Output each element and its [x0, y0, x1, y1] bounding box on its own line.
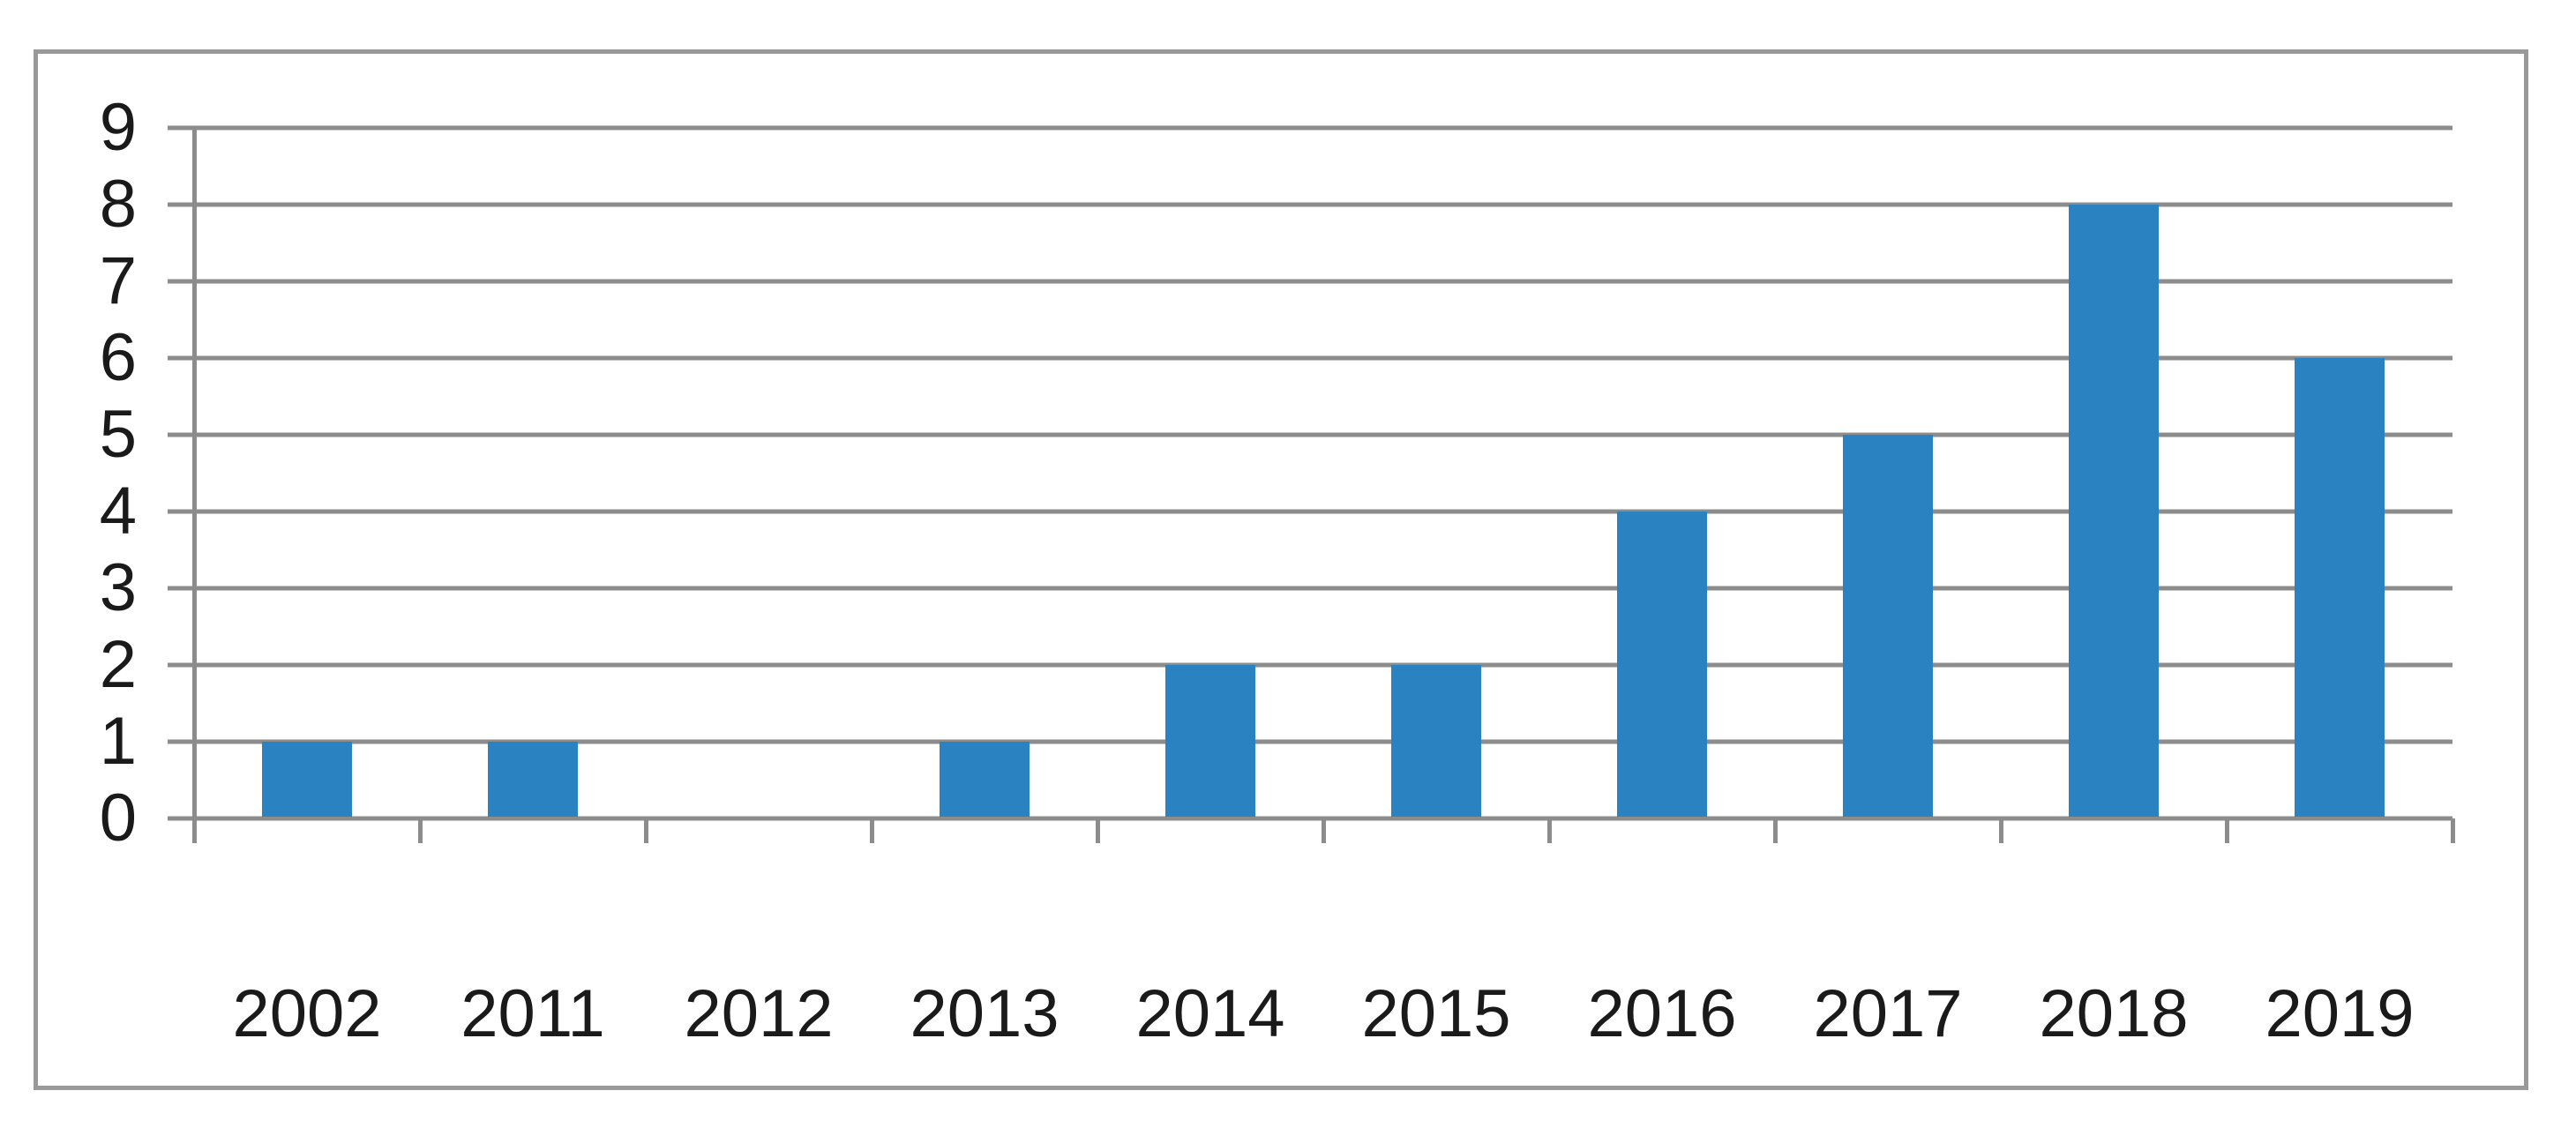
- gridline-7: [168, 279, 2452, 284]
- x-axis-tick-5: [1321, 818, 1326, 843]
- bar-2015: [1390, 665, 1482, 817]
- x-category-label-2018: 2018: [2039, 976, 2189, 1051]
- plot-area: [168, 125, 2455, 843]
- gridline-0: [168, 816, 2452, 821]
- gridline-8: [168, 202, 2452, 207]
- bar-2017: [1842, 435, 1934, 817]
- gridline-9: [168, 125, 2452, 131]
- bar-2002: [261, 742, 353, 817]
- x-axis-tick-1: [417, 818, 423, 843]
- x-category-label-2012: 2012: [684, 976, 834, 1051]
- x-category-label-2016: 2016: [1587, 976, 1737, 1051]
- x-category-label-2015: 2015: [1361, 976, 1511, 1051]
- y-tick-label-5: 5: [99, 397, 137, 472]
- bar-2019: [2294, 358, 2385, 817]
- bar-2018: [2068, 205, 2160, 817]
- x-axis-tick-8: [1998, 818, 2003, 843]
- y-axis-line: [192, 128, 197, 843]
- x-axis-tick-3: [869, 818, 874, 843]
- x-category-label-2019: 2019: [2265, 976, 2415, 1051]
- bar-2016: [1616, 512, 1708, 817]
- bar-2013: [939, 742, 1030, 817]
- y-tick-label-7: 7: [99, 243, 137, 318]
- y-tick-label-0: 0: [99, 781, 137, 855]
- gridline-5: [168, 432, 2452, 437]
- x-category-label-2002: 2002: [232, 976, 382, 1051]
- x-category-label-2011: 2011: [461, 976, 605, 1051]
- gridline-3: [168, 586, 2452, 591]
- x-axis-tick-10: [2450, 818, 2455, 843]
- x-category-label-2014: 2014: [1135, 976, 1285, 1051]
- x-category-label-2013: 2013: [910, 976, 1060, 1051]
- x-axis-tick-7: [1772, 818, 1778, 843]
- x-axis-tick-0: [191, 818, 197, 843]
- x-category-label-2017: 2017: [1813, 976, 1963, 1051]
- x-axis-tick-2: [643, 818, 648, 843]
- x-axis-tick-4: [1095, 818, 1100, 843]
- bar-2011: [487, 742, 579, 817]
- x-axis-labels: 2002 2011 2012 2013 2014 2015 2016 2017 2018 2019: [194, 979, 2452, 1050]
- y-tick-label-2: 2: [99, 627, 137, 702]
- bar-2014: [1164, 665, 1256, 817]
- x-axis-tick-9: [2224, 818, 2229, 843]
- gridline-4: [168, 509, 2452, 514]
- y-tick-label-9: 9: [99, 90, 137, 165]
- gridline-1: [168, 739, 2452, 744]
- gridline-6: [168, 355, 2452, 361]
- y-tick-label-3: 3: [99, 550, 137, 625]
- gridline-2: [168, 662, 2452, 668]
- y-tick-label-1: 1: [99, 704, 137, 779]
- y-tick-label-6: 6: [99, 320, 137, 395]
- y-tick-label-8: 8: [99, 167, 137, 242]
- y-tick-label-4: 4: [99, 474, 137, 549]
- x-axis-tick-6: [1546, 818, 1552, 843]
